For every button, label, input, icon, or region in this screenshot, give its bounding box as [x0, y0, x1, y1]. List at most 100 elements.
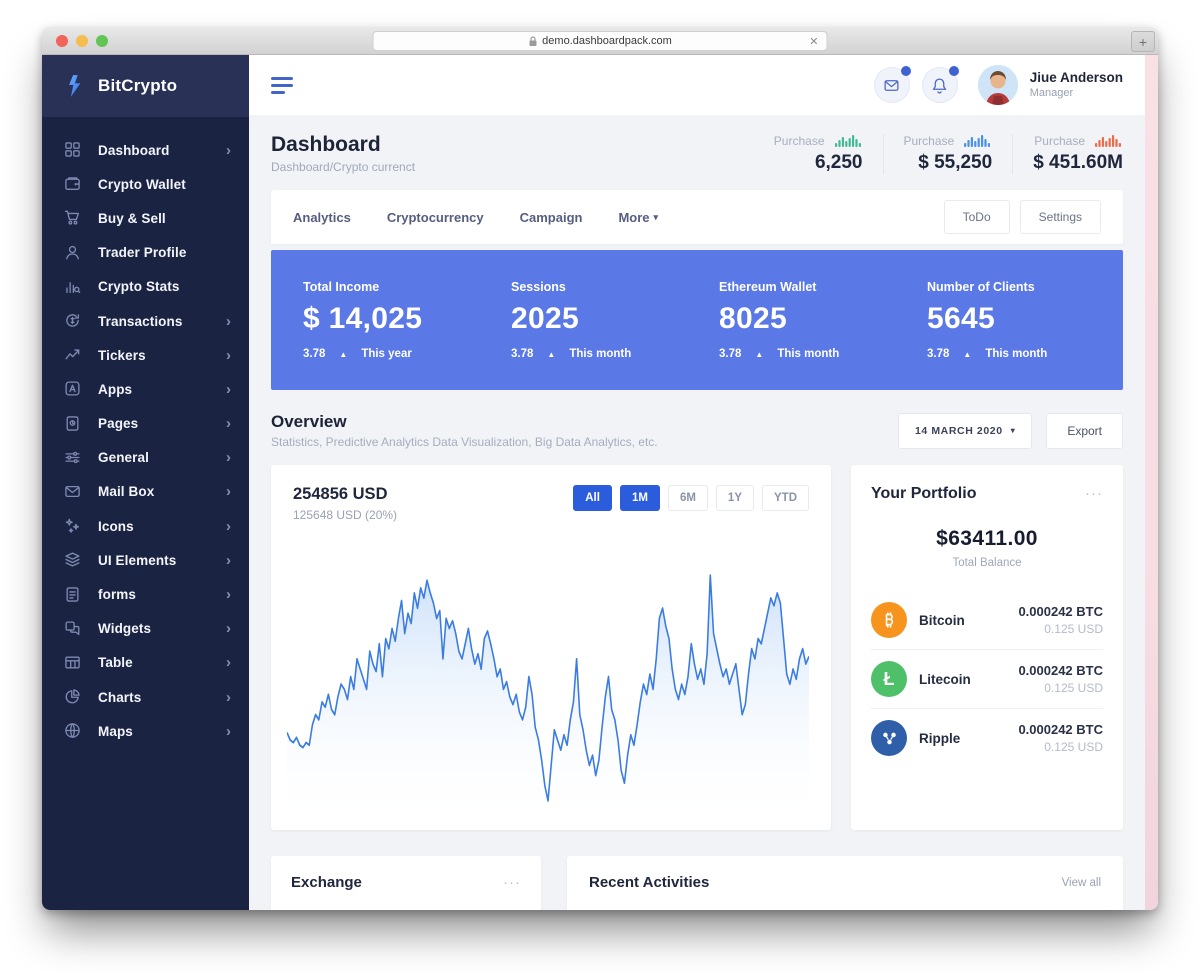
tab-cryptocurrency[interactable]: Cryptocurrency	[386, 209, 484, 225]
user-meta[interactable]: Jiue Anderson Manager	[1030, 70, 1123, 101]
sidebar-item-trader-profile[interactable]: Trader Profile	[42, 236, 249, 270]
title-row: Dashboard Dashboard/Crypto currenct Purc…	[271, 133, 1123, 174]
ssl-lock-icon	[528, 35, 537, 47]
chevron-right-icon: ›	[226, 654, 231, 672]
exchange-title: Exchange	[291, 874, 362, 891]
sidebar-item-buy-sell[interactable]: Buy & Sell	[42, 201, 249, 235]
main-area: Jiue Anderson Manager Dashboard Dashboar…	[249, 55, 1145, 910]
sidebar-item-ui-elements[interactable]: UI Elements ›	[42, 543, 249, 577]
up-triangle-icon: ▲	[547, 349, 556, 359]
breadcrumb: Dashboard/Crypto currenct	[271, 160, 416, 174]
brand: BitCrypto	[42, 55, 249, 117]
tab-campaign[interactable]: Campaign	[519, 209, 583, 225]
chevron-right-icon: ›	[226, 449, 231, 467]
mail-icon	[64, 483, 82, 501]
chart-value: 254856 USD	[293, 485, 388, 503]
sidebar-item-maps[interactable]: Maps ›	[42, 714, 249, 748]
messages-button[interactable]	[873, 66, 911, 103]
asset-row-ripple[interactable]: Ripple 0.000242 BTC 0.125 USD	[871, 708, 1103, 767]
grid-icon	[64, 141, 82, 159]
banner-stat-ethereum-wallet: Ethereum Wallet 8025 3.78 ▲ This month	[719, 280, 840, 360]
sidebar-item-icons[interactable]: Icons ›	[42, 509, 249, 543]
range-1y-button[interactable]: 1Y	[715, 485, 754, 511]
layers-icon	[64, 551, 82, 569]
new-tab-button[interactable]: +	[1131, 31, 1155, 52]
purchase-value: $ 451.60M	[1033, 151, 1123, 173]
close-window-button[interactable]	[56, 34, 68, 47]
chevron-right-icon: ›	[226, 620, 231, 638]
mini-bars-icon	[834, 134, 863, 148]
asset-row-litecoin[interactable]: Ł Litecoin 0.000242 BTC 0.125 USD	[871, 649, 1103, 708]
tab-more[interactable]: More ▾	[618, 209, 659, 225]
todo-button[interactable]: ToDo	[943, 200, 1010, 234]
asset-row-bitcoin[interactable]: Bitcoin 0.000242 BTC 0.125 USD	[871, 591, 1103, 649]
minimize-window-button[interactable]	[76, 34, 88, 47]
transactions-icon	[64, 312, 82, 330]
sidebar-item-forms[interactable]: forms ›	[42, 577, 249, 611]
content: Dashboard Dashboard/Crypto currenct Purc…	[249, 115, 1145, 910]
range-ytd-button[interactable]: YTD	[762, 485, 809, 511]
sidebar-item-table[interactable]: Table ›	[42, 646, 249, 680]
banner-stat-total-income: Total Income $ 14,025 3.78 ▲ This year	[303, 280, 423, 360]
zoom-window-button[interactable]	[96, 34, 108, 47]
up-triangle-icon: ▲	[963, 349, 972, 359]
sidebar-item-crypto-stats[interactable]: Crypto Stats	[42, 270, 249, 304]
notifications-badge	[948, 66, 959, 76]
sidebar-item-label: Crypto Stats	[98, 279, 180, 295]
sidebar-item-label: UI Elements	[98, 552, 177, 568]
sidebar-item-label: Tickers	[98, 347, 146, 363]
sidebar-item-charts[interactable]: Charts ›	[42, 680, 249, 714]
sidebar-item-label: Pages	[98, 416, 139, 432]
browser-window: demo.dashboardpack.com ✕ + BitCrypto Das…	[42, 27, 1158, 910]
range-6m-button[interactable]: 6M	[667, 485, 708, 511]
asset-list: Bitcoin 0.000242 BTC 0.125 USD Ł Litecoin 0.0…	[871, 591, 1103, 767]
sidebar-item-transactions[interactable]: Transactions ›	[42, 304, 249, 338]
view-all-link[interactable]: View all	[1061, 876, 1101, 889]
notifications-button[interactable]	[921, 66, 959, 103]
sidebar-item-apps[interactable]: Apps ›	[42, 372, 249, 406]
sidebar-item-widgets[interactable]: Widgets ›	[42, 612, 249, 646]
page-title: Dashboard	[271, 133, 381, 156]
litecoin-icon: Ł	[871, 661, 907, 697]
range-buttons: All 1M 6M 1Y YTD	[573, 485, 809, 511]
exchange-menu-icon[interactable]: ···	[503, 873, 521, 891]
total-balance-label: Total Balance	[952, 557, 1022, 569]
cards-row: 254856 USD 125648 USD (20%) All 1M 6M 1Y YTD…	[271, 465, 1123, 830]
sidebar-nav: Dashboard › Crypto Wallet Buy & Sell Trader …	[42, 117, 249, 748]
right-edge-strip	[1145, 55, 1158, 910]
url-bar[interactable]: demo.dashboardpack.com ✕	[372, 31, 828, 51]
menu-toggle-icon[interactable]	[271, 76, 295, 94]
sidebar-item-label: Trader Profile	[98, 245, 187, 261]
sidebar-item-label: forms	[98, 587, 137, 603]
tabs: Analytics Cryptocurrency Campaign	[293, 210, 582, 225]
sidebar-item-pages[interactable]: Pages ›	[42, 407, 249, 441]
purchase-stat: Purchase $ 55,250	[882, 133, 1013, 174]
bitcoin-icon	[871, 602, 907, 638]
sidebar-item-label: Apps	[98, 381, 133, 397]
sidebar-item-label: Charts	[98, 689, 142, 705]
chevron-right-icon: ›	[226, 346, 231, 364]
tab-analytics[interactable]: Analytics	[293, 209, 351, 225]
purchase-value: 6,250	[814, 151, 863, 173]
sidebar-item-tickers[interactable]: Tickers ›	[42, 338, 249, 372]
purchase-stat: Purchase $ 451.60M	[1012, 133, 1123, 174]
sidebar-item-dashboard[interactable]: Dashboard ›	[42, 133, 249, 167]
portfolio-menu-icon[interactable]: ···	[1085, 485, 1103, 503]
globe-icon	[64, 722, 82, 740]
date-selector[interactable]: 14 MARCH 2020 ▾	[897, 412, 1033, 449]
range-all-button[interactable]: All	[573, 485, 612, 511]
purchase-label: Purchase	[1034, 133, 1085, 148]
overview-row: Overview Statistics, Predictive Analytic…	[271, 412, 1123, 449]
sidebar-item-label: Icons	[98, 518, 134, 534]
settings-button[interactable]: Settings	[1019, 200, 1101, 234]
clear-url-icon[interactable]: ✕	[809, 35, 819, 48]
user-avatar[interactable]	[977, 65, 1018, 105]
recent-activities-card: Recent Activities View all	[567, 856, 1123, 910]
mini-bars-icon	[964, 134, 992, 148]
sidebar-item-mail-box[interactable]: Mail Box ›	[42, 475, 249, 509]
sidebar-item-crypto-wallet[interactable]: Crypto Wallet	[42, 167, 249, 201]
banner-stat-sessions: Sessions 2025 3.78 ▲ This month	[511, 280, 632, 360]
range-1m-button[interactable]: 1M	[619, 485, 660, 511]
export-button[interactable]: Export	[1046, 412, 1123, 449]
sidebar-item-general[interactable]: General ›	[42, 441, 249, 475]
